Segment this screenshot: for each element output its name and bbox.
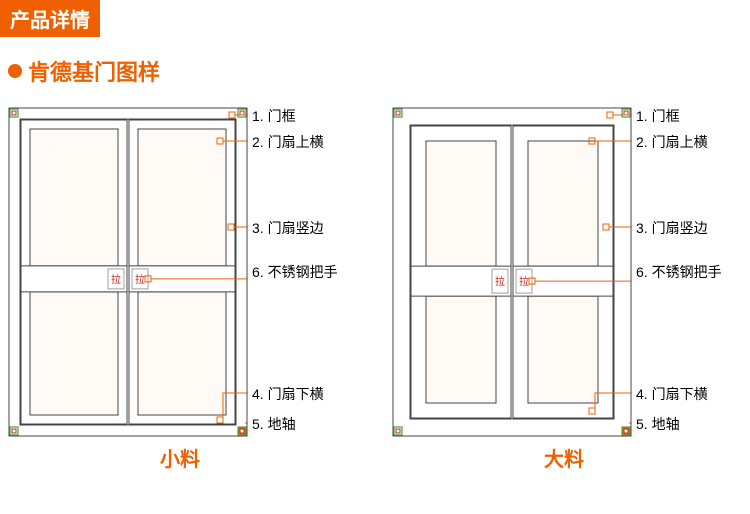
part-label: 4. 门扇下横 [636,387,708,401]
door-diagram: 拉 拉 1. 门框 2. 门扇上横 3. 门扇竖边 6. 不锈钢把手 4. 门扇下横 5. 地… [392,107,736,437]
svg-text:拉: 拉 [135,273,145,286]
svg-text:拉: 拉 [519,275,529,288]
part-label: 3. 门扇竖边 [252,221,324,235]
part-label: 4. 门扇下横 [252,387,324,401]
part-label: 5. 地轴 [636,417,680,431]
bullet-icon [8,64,22,78]
section-title: 肯德基门图样 [28,55,160,87]
label-column: 1. 门框 2. 门扇上横 3. 门扇竖边 6. 不锈钢把手 4. 门扇下横 5. 地轴 [636,107,736,437]
part-label: 5. 地轴 [252,417,296,431]
label-column: 1. 门框 2. 门扇上横 3. 门扇竖边 6. 不锈钢把手 4. 门扇下横 5. 地轴 [252,107,352,437]
svg-text:拉: 拉 [111,273,121,286]
part-label: 1. 门框 [252,109,296,123]
part-label: 2. 门扇上横 [252,135,324,149]
part-label: 2. 门扇上横 [636,135,708,149]
part-label: 6. 不锈钢把手 [636,265,722,279]
svg-text:拉: 拉 [495,275,505,288]
diagram-caption: 大料 [392,443,736,472]
diagram-caption: 小料 [8,443,352,472]
diagram-row: 拉 拉 1. 门框 2. 门扇上横 3. 门扇竖边 6. 不锈钢把手 4. 门扇下横 5. 地… [0,107,750,472]
part-label: 3. 门扇竖边 [636,221,708,235]
part-label: 1. 门框 [636,109,680,123]
header-badge: 产品详情 [0,0,100,37]
part-label: 6. 不锈钢把手 [252,265,338,279]
section-title-row: 肯德基门图样 [8,55,750,87]
door-diagram: 拉 拉 1. 门框 2. 门扇上横 3. 门扇竖边 6. 不锈钢把手 4. 门扇下横 5. 地… [8,107,352,437]
